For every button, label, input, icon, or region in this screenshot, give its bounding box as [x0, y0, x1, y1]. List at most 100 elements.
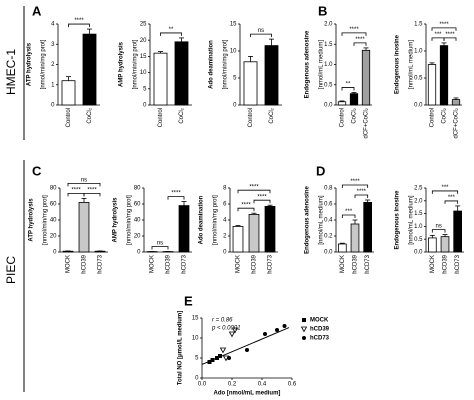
x-tick-label: 0.6	[288, 382, 297, 388]
y-axis-label: Ado deamination	[199, 195, 205, 244]
y-tick-label: 1	[51, 82, 55, 88]
bar	[82, 33, 97, 106]
bar	[264, 205, 276, 253]
y-tick-label: 10	[192, 336, 199, 342]
significance-label: ****	[71, 187, 81, 193]
y-axis-label: Endogenous adenosine	[305, 186, 311, 254]
y-tick-label: 0.6	[324, 202, 333, 208]
y-tick-label: 20	[50, 234, 57, 240]
x-axis-label: Ado [nmol/mL medium]	[214, 391, 281, 397]
bar	[440, 236, 450, 253]
significance-label: **	[169, 27, 174, 33]
x-tick-label: 0.2	[228, 382, 237, 388]
x-tick-label: hCD73	[365, 254, 371, 273]
significance-bracket	[67, 193, 85, 197]
legend-label: hCD73	[310, 336, 330, 342]
panel-label: A	[32, 3, 42, 18]
annotation: r = 0.86	[212, 318, 233, 324]
point	[215, 356, 219, 360]
y-axis-label: [nmol/min/mg prot]	[213, 195, 219, 245]
point	[218, 354, 222, 358]
point	[245, 348, 249, 352]
bar	[153, 52, 168, 106]
y-tick-label: 60	[134, 202, 141, 208]
bar	[248, 213, 260, 253]
significance-bracket	[341, 184, 369, 188]
row-label: HMEC-1	[4, 49, 18, 95]
y-axis-label: [nmol/mL medium]	[319, 40, 325, 89]
y-tick-label: 0.0	[324, 250, 333, 256]
significance-label: ***	[441, 185, 449, 191]
point	[231, 327, 239, 334]
bar	[350, 223, 360, 253]
y-tick-label: 0	[143, 103, 147, 109]
x-tick-label: hCD73	[455, 254, 461, 273]
row-label: PIEC	[4, 256, 18, 284]
y-tick-label: 0.5	[414, 237, 423, 243]
legend-label: hCD39	[310, 327, 330, 333]
significance-bracket	[68, 23, 90, 28]
significance-label: ****	[171, 191, 181, 197]
significance-label: ns	[81, 177, 87, 183]
significance-bracket	[354, 194, 369, 198]
bar	[451, 99, 461, 106]
significance-label: **	[346, 82, 351, 88]
y-axis-label: AMP hydrolysis	[113, 197, 119, 243]
y-tick-label: 15	[192, 316, 199, 322]
bar	[453, 210, 462, 253]
significance-label: ****	[439, 22, 449, 28]
point	[227, 356, 231, 360]
x-tick-label: CoCl₂	[269, 107, 275, 123]
y-tick-label: 5	[195, 356, 199, 362]
y-tick-label: 2	[223, 234, 227, 240]
y-axis-label: [nmol/min/mg prot]	[43, 195, 49, 245]
y-tick-label: 0.8	[324, 186, 333, 192]
significance-label: ***	[448, 195, 456, 201]
significance-label: ***	[434, 32, 442, 38]
x-tick-label: hCD39	[252, 254, 258, 273]
significance-label: ****	[349, 27, 359, 33]
bar	[439, 45, 449, 106]
significance-bracket	[341, 87, 355, 91]
y-tick-label: 1.5	[414, 22, 423, 28]
point	[207, 360, 212, 364]
significance-bracket	[83, 193, 101, 197]
x-tick-label: Control	[66, 108, 72, 127]
y-tick-label: 0	[195, 376, 199, 382]
significance-label: ****	[257, 194, 267, 200]
y-tick-label: 1.0	[324, 62, 333, 68]
x-tick-label: Control	[340, 108, 346, 127]
significance-label: ****	[241, 202, 251, 208]
y-tick-label: 40	[134, 218, 141, 224]
y-tick-label: 40	[50, 218, 57, 224]
y-axis-label: [nmol/mL medium]	[319, 195, 325, 244]
y-axis-label: ATP hydrolysis	[29, 198, 35, 242]
x-tick-label: dCF+CoCl₂	[454, 107, 460, 138]
x-tick-label: Control	[248, 108, 254, 127]
y-tick-label: 0.0	[414, 103, 423, 109]
y-tick-label: 10	[140, 70, 147, 76]
significance-label: ****	[445, 32, 455, 38]
x-tick-label: hCD73	[268, 254, 274, 273]
y-axis-label: [nmol/min/mg prot]	[223, 39, 229, 89]
legend-label: MOCK	[310, 318, 329, 324]
significance-bracket	[431, 37, 445, 41]
bar	[61, 80, 76, 106]
bar	[363, 201, 372, 253]
y-axis-label: [nmol/mL medium]	[409, 40, 415, 89]
point	[228, 331, 236, 338]
x-tick-label: hCD39	[166, 254, 172, 273]
x-tick-label: MOCK	[340, 255, 346, 273]
bar	[232, 225, 244, 253]
significance-label: ns	[258, 28, 264, 34]
y-axis-label: Endogenous inosine	[395, 190, 401, 250]
significance-label: ns	[157, 241, 163, 247]
significance-bracket	[443, 37, 457, 41]
y-tick-label: 0.5	[414, 76, 423, 82]
significance-bracket	[167, 196, 185, 200]
x-tick-label: CoCl₂	[179, 107, 185, 123]
y-tick-label: 1.5	[324, 42, 333, 48]
y-axis-label: Ado deamination	[209, 40, 215, 89]
significance-bracket	[431, 190, 459, 194]
